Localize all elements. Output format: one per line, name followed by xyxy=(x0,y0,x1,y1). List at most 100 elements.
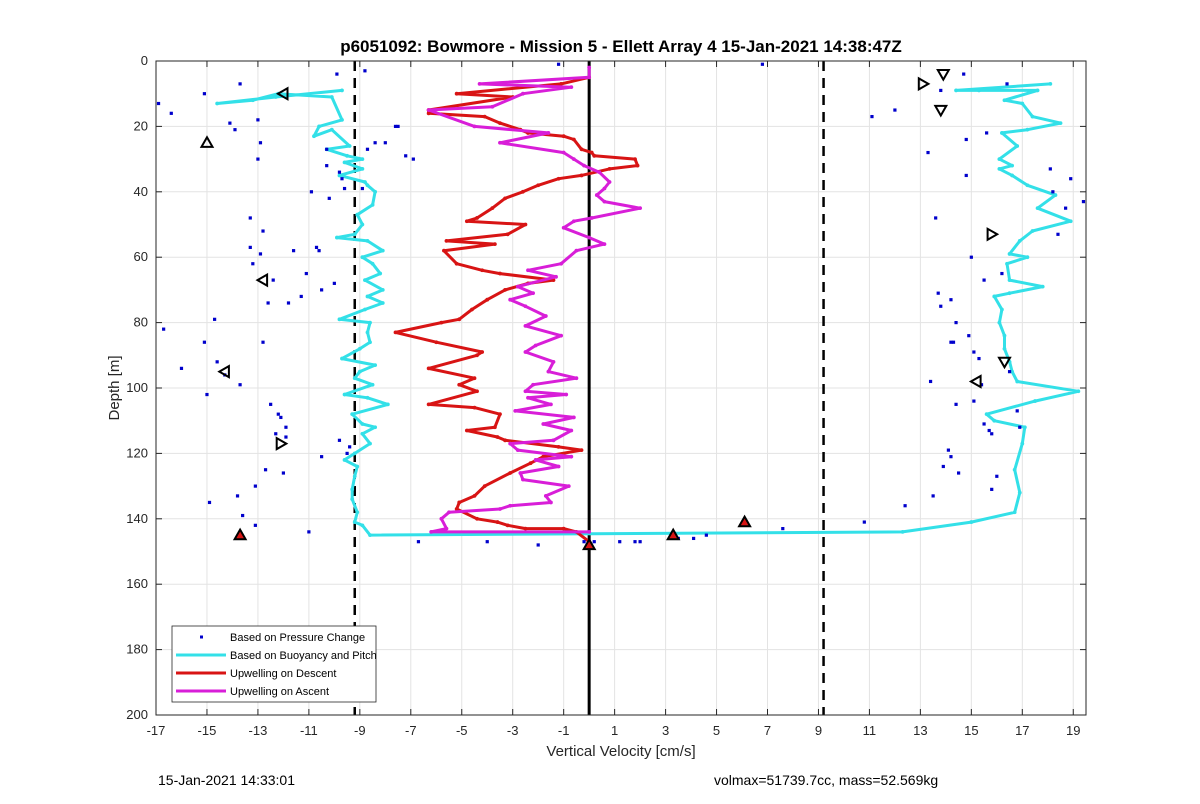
series-point xyxy=(363,180,367,184)
series-point xyxy=(475,353,479,358)
data-point xyxy=(335,72,339,76)
series-point xyxy=(340,88,344,93)
series-point xyxy=(1035,88,1040,93)
series-point xyxy=(592,153,597,158)
series-point xyxy=(997,320,1002,325)
x-tick-label: 9 xyxy=(815,723,822,738)
data-point xyxy=(320,455,324,459)
data-point xyxy=(760,62,765,66)
series-point xyxy=(561,134,566,139)
chart-figure: p6051092: Bowmore - Mission 5 - Ellett A… xyxy=(106,37,1087,760)
data-point xyxy=(360,186,364,191)
series-point xyxy=(457,317,462,322)
series-point xyxy=(571,137,576,142)
data-point xyxy=(582,540,586,544)
x-tick-label: 1 xyxy=(611,723,618,738)
data-point xyxy=(954,321,958,325)
series-point xyxy=(342,392,347,397)
data-point xyxy=(985,131,989,135)
series-point xyxy=(498,507,502,511)
data-point xyxy=(258,141,263,145)
data-point xyxy=(982,278,986,282)
data-point xyxy=(228,121,232,125)
series-point xyxy=(521,477,525,482)
series-point xyxy=(607,167,612,171)
footer-vehicle-info: volmax=51739.7cc, mass=52.569kg xyxy=(714,772,939,788)
x-tick-label: -13 xyxy=(249,723,268,738)
data-point xyxy=(990,487,994,491)
series-point xyxy=(457,500,462,505)
data-point xyxy=(692,536,696,541)
data-point xyxy=(271,278,275,282)
data-point xyxy=(299,294,303,299)
series-point xyxy=(370,382,375,387)
series-point xyxy=(574,376,579,381)
marker-triangle-down xyxy=(936,69,951,82)
marker-triangle-up xyxy=(232,527,248,541)
series-point xyxy=(1000,307,1004,312)
data-point xyxy=(253,523,257,527)
series-point xyxy=(368,320,372,325)
series-point xyxy=(352,376,357,381)
data-point xyxy=(1015,409,1019,413)
series-point xyxy=(997,167,1002,171)
data-point xyxy=(213,317,217,321)
data-point xyxy=(969,255,973,259)
series-point xyxy=(515,448,520,453)
data-point xyxy=(291,249,296,253)
series-point xyxy=(984,412,989,417)
marker-triangle-down xyxy=(997,356,1012,370)
series-point xyxy=(492,425,497,430)
data-point xyxy=(337,438,342,442)
series-layer xyxy=(156,62,1086,547)
series-point xyxy=(355,212,360,217)
x-tick-label: -7 xyxy=(405,723,417,738)
series-point xyxy=(495,520,500,524)
series-point xyxy=(589,216,594,220)
data-point xyxy=(949,298,953,302)
x-tick-label: -5 xyxy=(456,723,468,738)
data-point xyxy=(396,124,400,128)
data-point xyxy=(404,154,408,158)
series-point xyxy=(579,173,584,178)
marker-layer xyxy=(199,69,1012,551)
series-point xyxy=(1017,238,1022,243)
y-tick-label: 40 xyxy=(134,184,148,199)
data-point xyxy=(1056,232,1060,236)
series-point xyxy=(561,150,566,155)
data-point xyxy=(309,190,314,194)
series-point xyxy=(597,170,602,175)
data-point xyxy=(258,252,263,256)
series-point xyxy=(566,484,571,488)
series-point xyxy=(633,157,637,162)
marker-triangle-left xyxy=(275,86,289,101)
series-point xyxy=(1025,255,1030,260)
series-point xyxy=(365,183,370,188)
data-point xyxy=(781,527,785,531)
series-point xyxy=(1033,399,1037,403)
series-point xyxy=(546,369,551,374)
data-point xyxy=(337,170,342,174)
data-point xyxy=(248,216,252,220)
series-point xyxy=(480,350,485,354)
series-point xyxy=(1007,291,1012,296)
series-point xyxy=(350,412,355,417)
series-point xyxy=(556,444,561,449)
series-point xyxy=(312,134,316,139)
data-point xyxy=(238,383,242,387)
series-point xyxy=(1025,183,1030,188)
data-point xyxy=(314,245,319,249)
marker-triangle-up xyxy=(737,514,752,528)
data-point xyxy=(618,540,622,544)
series-point xyxy=(317,124,321,129)
series-point xyxy=(574,248,579,253)
series-point xyxy=(444,526,449,531)
series-point xyxy=(531,291,535,296)
series-point xyxy=(559,261,564,266)
series-point xyxy=(352,520,357,524)
series-point xyxy=(1040,284,1045,289)
series-point xyxy=(454,91,459,96)
series-point xyxy=(482,484,487,488)
series-point xyxy=(561,225,566,230)
series-point xyxy=(569,454,574,459)
